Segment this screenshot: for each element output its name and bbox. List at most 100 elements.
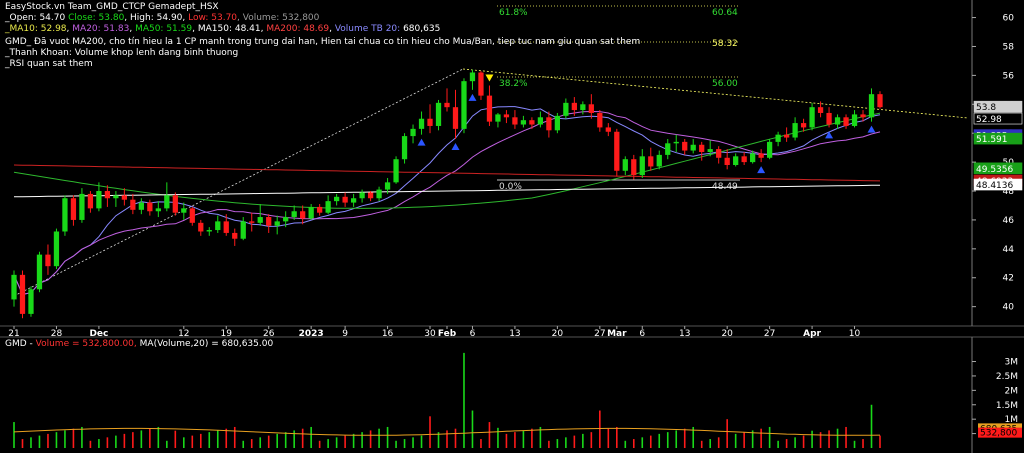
volume-bar: [463, 352, 465, 448]
candle-body: [452, 107, 459, 129]
date-tick-label: 28: [51, 329, 63, 339]
ohlc-readout: _Open: 54.70 Close: 53.80, High: 54.90, …: [5, 13, 320, 23]
candle-body: [333, 196, 340, 202]
volume-tags: 680,635532,800: [978, 423, 1022, 439]
volume-bar: [233, 426, 236, 448]
chart-title: EasyStock.vn Team_GMD_CTCP Gemadept_HSX: [5, 2, 219, 12]
signal-markers: [417, 74, 876, 174]
candle-body: [300, 211, 306, 219]
volume-bar: [293, 430, 295, 448]
volume-bar: [709, 439, 711, 448]
volume-tick-label: 2.5M: [996, 372, 1018, 382]
volume-panel-ma: MA(Volume,20) = 680,635.00: [139, 339, 274, 349]
volume-bar: [89, 440, 92, 448]
price-tick-label: 42: [1003, 274, 1014, 284]
volume-bar: [327, 439, 329, 448]
candle-body: [639, 156, 645, 176]
candle-body: [232, 232, 238, 239]
volume-bar: [429, 416, 431, 448]
price-tick-label: 58: [1003, 42, 1015, 52]
fib-level-value: 60.64: [712, 8, 738, 18]
volume-bar: [412, 437, 414, 448]
volume-tick-label: 1.5M: [996, 401, 1018, 411]
candle-body: [249, 221, 255, 223]
volume-bar: [743, 432, 745, 448]
volume-bar: [599, 410, 601, 448]
volume-bar: [284, 432, 287, 448]
candle-body: [96, 191, 102, 209]
volume-panel-symbol: GMD -: [5, 339, 36, 349]
candle-body: [614, 131, 620, 171]
candle-body: [147, 202, 153, 212]
candle-body: [155, 208, 161, 212]
volume-bar: [480, 439, 482, 448]
candle-body: [834, 117, 841, 125]
volume-bar: [879, 435, 881, 448]
buy-signal-marker: [757, 166, 766, 174]
price-tick-label: 60: [1003, 14, 1015, 24]
candle-body: [750, 153, 756, 163]
volume-tick-label: 2M: [1005, 386, 1019, 396]
candle-body: [36, 254, 43, 290]
candle-body: [860, 114, 866, 118]
candle-body: [529, 120, 535, 125]
volume-bar: [344, 435, 346, 448]
volume-bar: [768, 426, 771, 448]
volume-bar: [734, 433, 737, 448]
volume-bar: [497, 427, 499, 448]
candle-body: [665, 143, 671, 155]
volume-bar: [590, 432, 593, 448]
volume-bar: [386, 426, 389, 448]
date-tick-label: 20: [552, 329, 564, 339]
volume-bar: [437, 432, 440, 448]
candle-body: [53, 231, 60, 267]
volume-bar: [862, 439, 864, 448]
candle-body: [164, 195, 170, 209]
high-label: High:: [130, 13, 154, 23]
volume-tag-box: [978, 427, 1022, 438]
volume-bar: [72, 428, 75, 448]
date-tick-label: 20: [721, 329, 733, 339]
candle-body: [11, 274, 17, 300]
volume-bar: [531, 428, 533, 448]
volume-bar: [853, 440, 856, 448]
candle-body: [826, 112, 832, 125]
ma200-line: [13, 164, 881, 182]
volume-bar: [225, 428, 228, 448]
volume-bar: [140, 430, 143, 448]
date-tick-label: Apr: [803, 329, 821, 339]
price-tag-box: [973, 162, 1023, 175]
candle-body: [257, 217, 263, 223]
volume-bar: [751, 430, 754, 448]
candle-body: [495, 114, 501, 122]
volume-bar: [777, 440, 779, 448]
volume-tag-text: 532,800: [980, 429, 1017, 439]
candle-body: [410, 128, 416, 137]
candle-body: [775, 134, 781, 142]
ma50-readout: MA50: 51.59: [135, 24, 193, 34]
volume-bar: [352, 433, 355, 448]
candle-body: [359, 192, 365, 199]
candle-body: [809, 107, 815, 128]
candle-body: [181, 208, 187, 213]
candle-body: [138, 202, 144, 210]
candle-body: [87, 193, 94, 209]
volume-bar: [641, 437, 644, 448]
volume-bar: [318, 440, 321, 448]
volume-bar: [208, 432, 211, 448]
high-value: 54.90: [156, 13, 183, 23]
volume-tb-value: 680,635: [403, 24, 441, 34]
low-label: Low:: [188, 13, 209, 23]
open-label: _Open:: [5, 13, 37, 23]
ma20-line: [13, 110, 881, 295]
volume-bar: [335, 437, 338, 448]
price-tag-text: 49.5356: [976, 165, 1013, 175]
volume-label: Volume:: [242, 13, 280, 23]
buy-signal-marker: [867, 125, 876, 133]
volume-bar: [836, 428, 839, 448]
volume-bar: [488, 422, 491, 448]
candle-body: [266, 217, 272, 226]
volume-bar: [692, 426, 695, 448]
date-tick-label: 27: [764, 329, 775, 339]
sell-signal-marker: [485, 74, 494, 82]
